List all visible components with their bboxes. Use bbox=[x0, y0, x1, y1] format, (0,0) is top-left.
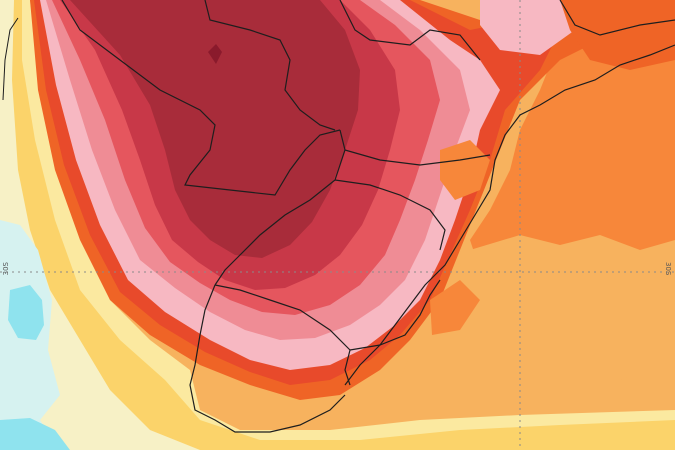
border-argentina-paraguay bbox=[214, 129, 346, 286]
band-cyan-southwest bbox=[0, 418, 70, 450]
patch-orange-coast-south bbox=[430, 280, 480, 335]
latitude-label-right: 30S bbox=[664, 262, 672, 276]
border-brazil-states-1 bbox=[339, 0, 481, 61]
patch-pink-northeast bbox=[480, 0, 575, 55]
coastline-atlantic bbox=[344, 44, 675, 386]
band-maroon-core bbox=[208, 44, 222, 64]
band-orange-atlantic bbox=[470, 20, 675, 300]
border-argentina-brazil bbox=[334, 179, 446, 251]
band-cyan-west bbox=[8, 285, 44, 340]
border-bolivia-paraguay bbox=[61, 0, 341, 196]
band-cream-west bbox=[0, 0, 200, 450]
border-argentina-uruguay bbox=[214, 284, 351, 386]
patch-orange-northeast bbox=[560, 0, 675, 70]
border-brazil-paraguay bbox=[204, 0, 336, 131]
latitude-label-left: 30S bbox=[2, 262, 10, 276]
coastline-west-edge bbox=[2, 17, 19, 101]
border-argentina-chile bbox=[189, 284, 346, 433]
border-uruguay-brazil bbox=[349, 279, 441, 351]
border-brazil-states-2 bbox=[344, 149, 491, 166]
band-light-orange-atlantic bbox=[400, 235, 675, 390]
band-dark-red bbox=[70, 0, 360, 258]
border-northeast-states bbox=[559, 0, 675, 36]
patch-orange-se-coast bbox=[440, 140, 490, 200]
